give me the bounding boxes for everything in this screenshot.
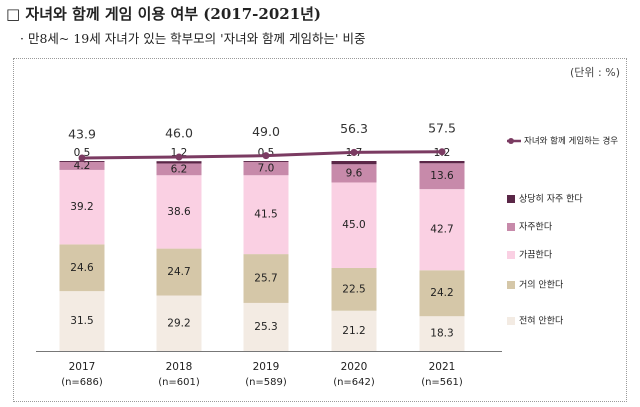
line-data-label: 43.9 [68,127,96,142]
bar-segment [419,163,465,190]
legend-swatch [507,195,515,203]
x-sample-label: (n=561) [421,377,463,388]
bar-segment [331,267,377,311]
bar-segment [156,161,202,164]
line-marker [262,152,270,160]
x-tick-label: 2019 [253,361,280,373]
unit-label: (단위 : %) [570,66,620,79]
data-label: 39.2 [70,201,93,213]
data-label: 41.5 [254,209,277,221]
legend-swatch [507,317,515,325]
bar-segment [243,175,289,255]
bar-segment [331,310,377,351]
chart-panel: (단위 : %) 31.5 24.6 39.2 4.2 0.5 2017 (n=686) 29… [13,58,627,402]
page-title: □ 자녀와 함께 게임 이용 여부 (2017-2021년) [6,5,322,23]
legend-line-marker [508,138,514,144]
bar-segment [156,163,202,176]
stacked-bar-chart: 31.5 24.6 39.2 4.20.5 2017 (n=686) 29.2 24.7 38.… [36,120,618,388]
x-tick-label: 2020 [341,361,368,373]
data-label: 24.7 [167,266,190,278]
x-sample-label: (n=589) [245,377,287,388]
bar-segment [59,291,105,351]
data-label: 4.2 [74,160,91,172]
x-sample-label: (n=601) [158,377,200,388]
data-label: 18.3 [430,328,453,340]
data-label: 6.2 [171,163,188,175]
line-data-label: 56.3 [340,121,368,136]
x-sample-label: (n=642) [333,377,375,388]
data-label: 29.2 [167,317,190,329]
data-label: 24.2 [430,287,453,299]
line-marker [350,148,358,156]
legend-label: 가끔한다 [519,250,553,261]
line-marker [175,153,183,161]
bar-segment [331,161,377,165]
legend-label: 전혀 안한다 [519,316,564,327]
bar-segment [419,316,465,351]
legend-swatch [507,251,515,259]
data-label: 7.0 [258,163,275,175]
line-marker [78,154,86,162]
legend-label: 거의 안한다 [519,280,564,291]
bar-segment [59,169,105,245]
data-label: 25.3 [254,321,277,333]
legend-label: 상당히 자주 한다 [519,194,583,205]
bar-segment [419,189,465,271]
data-label: 21.2 [342,325,365,337]
bar-segment [59,161,105,170]
line-data-label: 49.0 [252,124,280,139]
bar-segment [59,244,105,292]
data-label: 22.5 [342,283,365,295]
x-sample-label: (n=686) [61,377,103,388]
bar-segment [156,175,202,249]
legend-swatch [507,281,515,289]
bar-segment [419,161,465,164]
data-label: 25.7 [254,273,277,285]
x-tick-label: 2021 [429,361,456,373]
bar-segment [243,302,289,351]
chart-subtitle: · 만8세~ 19세 자녀가 있는 학부모의 '자녀와 함께 게임하는' 비중 [20,31,366,46]
data-label: 0.5 [74,147,91,159]
line-marker [438,148,446,156]
data-label: 45.0 [342,219,365,231]
data-label: 24.6 [70,262,94,274]
line-data-label: 46.0 [165,126,193,141]
data-label: 31.5 [70,315,93,327]
data-label: 42.7 [430,224,453,236]
data-label: 9.6 [346,167,363,179]
x-tick-label: 2017 [69,361,96,373]
bar-segment [243,161,289,162]
bar-segment [243,161,289,176]
bar-segment [331,182,377,268]
data-label: 38.6 [167,206,191,218]
legend-swatch [507,223,515,231]
bar-segment [156,248,202,296]
bar-segment [419,270,465,317]
legend-label: 자주한다 [519,222,553,233]
bar-segment [331,164,377,183]
legend-label: 자녀와 함께 게임하는 경우 [524,136,618,147]
bar-segment [156,295,202,351]
bar-segment [243,254,289,303]
line-data-label: 57.5 [428,120,456,135]
data-label: 13.6 [430,170,454,182]
x-tick-label: 2018 [166,361,193,373]
